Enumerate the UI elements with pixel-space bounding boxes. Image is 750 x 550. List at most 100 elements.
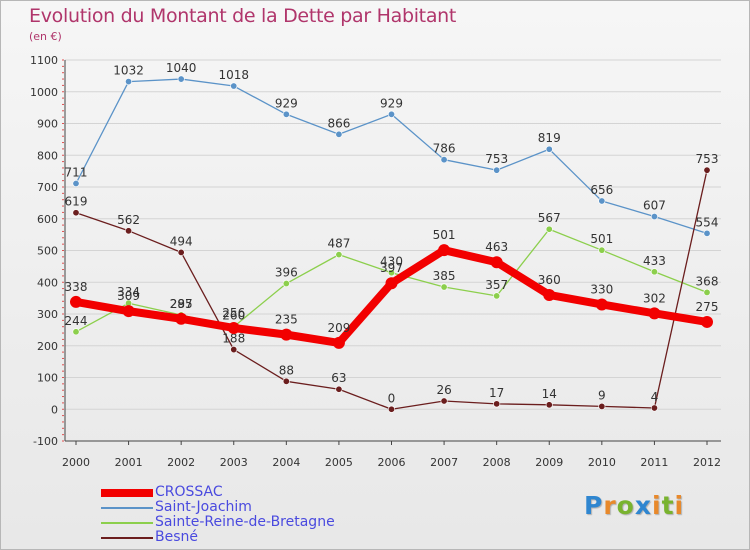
data-label-saint-joachim: 819 bbox=[538, 131, 561, 145]
y-tick-label: 900 bbox=[37, 118, 58, 131]
data-label-crossac: 360 bbox=[538, 273, 561, 287]
data-point-sainte-reine-de-bretagne bbox=[72, 328, 80, 336]
data-label-sainte-reine-de-bretagne: 433 bbox=[643, 254, 666, 268]
data-label-sainte-reine-de-bretagne: 430 bbox=[380, 255, 403, 269]
logo-letter: x bbox=[634, 491, 652, 520]
data-point-besn- bbox=[125, 227, 133, 235]
chart-title: Evolution du Montant de la Dette par Hab… bbox=[29, 5, 457, 27]
y-tick-label: 400 bbox=[37, 276, 58, 289]
data-label-saint-joachim: 554 bbox=[696, 215, 719, 229]
data-label-sainte-reine-de-bretagne: 487 bbox=[327, 237, 350, 251]
data-point-crossac bbox=[227, 321, 240, 334]
x-tick-label: 2008 bbox=[483, 456, 511, 469]
data-label-saint-joachim: 711 bbox=[65, 166, 88, 180]
legend-swatch bbox=[101, 537, 153, 539]
data-point-sainte-reine-de-bretagne bbox=[545, 225, 553, 233]
x-tick-label: 2002 bbox=[167, 456, 195, 469]
x-tick-label: 2011 bbox=[640, 456, 668, 469]
data-label-crossac: 397 bbox=[380, 261, 403, 275]
data-point-saint-joachim bbox=[440, 156, 448, 164]
logo-letter: i bbox=[674, 491, 685, 520]
data-label-besn-: 26 bbox=[436, 383, 451, 397]
data-point-crossac bbox=[543, 288, 556, 301]
data-label-sainte-reine-de-bretagne: 334 bbox=[117, 285, 140, 299]
data-point-saint-joachim bbox=[650, 213, 658, 221]
data-label-sainte-reine-de-bretagne: 244 bbox=[65, 314, 88, 328]
data-point-sainte-reine-de-bretagne bbox=[703, 288, 711, 296]
data-label-saint-joachim: 656 bbox=[590, 183, 613, 197]
data-label-besn-: 4 bbox=[651, 390, 659, 404]
data-point-saint-joachim bbox=[177, 75, 185, 83]
data-label-crossac: 330 bbox=[590, 282, 613, 296]
y-tick-label: 700 bbox=[37, 181, 58, 194]
x-tick-label: 2009 bbox=[535, 456, 563, 469]
data-point-sainte-reine-de-bretagne bbox=[650, 268, 658, 276]
data-label-besn-: 494 bbox=[170, 234, 193, 248]
legend-swatch bbox=[101, 489, 153, 497]
data-label-crossac: 285 bbox=[170, 297, 193, 311]
x-tick-label: 2003 bbox=[220, 456, 248, 469]
data-point-sainte-reine-de-bretagne bbox=[493, 292, 501, 300]
data-point-saint-joachim bbox=[335, 130, 343, 138]
data-label-sainte-reine-de-bretagne: 260 bbox=[222, 309, 245, 323]
data-point-sainte-reine-de-bretagne bbox=[282, 280, 290, 288]
x-tick-label: 2012 bbox=[693, 456, 721, 469]
data-label-crossac: 338 bbox=[65, 280, 88, 294]
data-label-besn-: 88 bbox=[279, 363, 294, 377]
data-label-besn-: 188 bbox=[222, 332, 245, 346]
y-tick-label: 500 bbox=[37, 245, 58, 258]
logo-letter: i bbox=[652, 491, 662, 520]
data-label-besn-: 753 bbox=[696, 152, 719, 166]
data-label-crossac: 275 bbox=[696, 300, 719, 314]
data-label-crossac: 309 bbox=[117, 289, 140, 303]
legend-label: Sainte-Reine-de-Bretagne bbox=[155, 514, 335, 530]
data-point-crossac bbox=[122, 305, 135, 318]
logo-letter: r bbox=[603, 491, 617, 520]
data-point-saint-joachim bbox=[598, 197, 606, 205]
data-point-saint-joachim bbox=[230, 82, 238, 90]
x-tick-label: 2006 bbox=[378, 456, 406, 469]
x-tick-label: 2005 bbox=[325, 456, 353, 469]
data-point-saint-joachim bbox=[125, 78, 133, 86]
data-label-sainte-reine-de-bretagne: 297 bbox=[170, 297, 193, 311]
y-tick-label: 600 bbox=[37, 213, 58, 226]
data-point-crossac bbox=[332, 336, 345, 349]
proxiti-logo: Proxiti bbox=[584, 491, 684, 520]
data-point-sainte-reine-de-bretagne bbox=[335, 251, 343, 259]
y-tick-label: 1100 bbox=[30, 54, 58, 67]
data-label-saint-joachim: 607 bbox=[643, 199, 666, 213]
data-point-crossac bbox=[595, 298, 608, 311]
data-point-crossac bbox=[280, 328, 293, 341]
data-label-saint-joachim: 1040 bbox=[166, 61, 197, 75]
x-tick-label: 2001 bbox=[115, 456, 143, 469]
data-label-crossac: 463 bbox=[485, 240, 508, 254]
data-point-besn- bbox=[387, 405, 395, 413]
data-label-crossac: 256 bbox=[222, 306, 245, 320]
data-point-crossac bbox=[701, 315, 713, 328]
data-label-besn-: 63 bbox=[331, 371, 346, 385]
data-point-crossac bbox=[648, 307, 661, 320]
data-label-crossac: 209 bbox=[327, 321, 350, 335]
data-point-besn- bbox=[282, 377, 290, 385]
data-point-saint-joachim bbox=[282, 110, 290, 118]
data-point-besn- bbox=[493, 400, 501, 408]
data-point-crossac bbox=[385, 277, 398, 290]
data-point-besn- bbox=[598, 402, 606, 410]
legend-label: Saint-Joachim bbox=[155, 499, 252, 515]
data-label-sainte-reine-de-bretagne: 385 bbox=[433, 269, 456, 283]
data-label-sainte-reine-de-bretagne: 368 bbox=[696, 274, 719, 288]
data-point-crossac bbox=[490, 256, 503, 269]
data-label-saint-joachim: 1032 bbox=[113, 64, 144, 78]
x-tick-label: 2007 bbox=[430, 456, 458, 469]
data-label-saint-joachim: 753 bbox=[485, 152, 508, 166]
data-label-saint-joachim: 866 bbox=[327, 116, 350, 130]
data-label-crossac: 302 bbox=[643, 291, 666, 305]
data-point-saint-joachim bbox=[493, 166, 501, 174]
data-label-saint-joachim: 929 bbox=[275, 96, 298, 110]
logo-letter: o bbox=[616, 491, 635, 520]
data-label-sainte-reine-de-bretagne: 501 bbox=[590, 232, 613, 246]
data-point-crossac bbox=[70, 295, 82, 308]
data-point-crossac bbox=[438, 244, 451, 257]
legend-swatch bbox=[101, 522, 153, 524]
data-label-crossac: 235 bbox=[275, 313, 298, 327]
